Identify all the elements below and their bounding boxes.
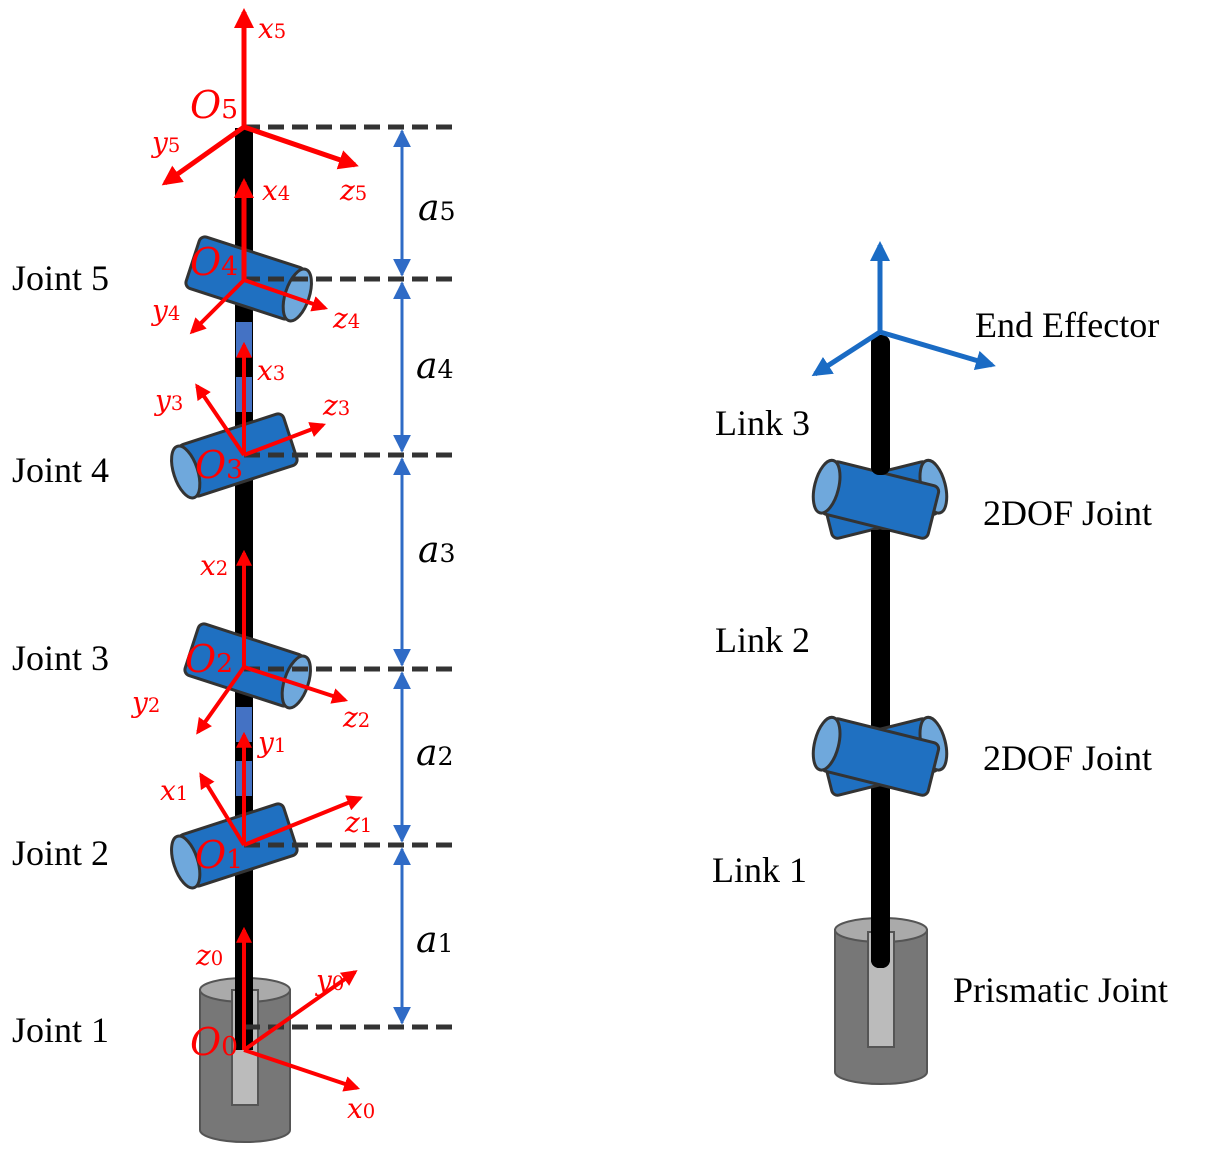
origin-label-o0: O0 — [190, 1020, 238, 1064]
link-2-label: Link 2 — [715, 620, 810, 660]
axis-label-x5: x5 — [258, 12, 286, 45]
axis-label-x3: x3 — [257, 354, 285, 387]
frame-axes — [161, 8, 363, 1092]
dimension-label-a2: a2 — [416, 733, 454, 774]
axis-label-z5: z5 — [339, 174, 367, 207]
origin-label-o4: O4 — [190, 240, 238, 284]
axis-label-z2: z2 — [342, 701, 370, 734]
link-3-label: Link 3 — [715, 403, 810, 443]
axis-label-x1: x1 — [160, 774, 188, 807]
dimension-label-a4: a4 — [416, 346, 454, 387]
link-1-label: Link 1 — [712, 850, 807, 890]
axis-label-y4: y4 — [150, 294, 180, 327]
origin-label-o3: O3 — [195, 443, 243, 487]
origin-label-o1: O1 — [195, 833, 243, 877]
origin-label-o2: O2 — [185, 637, 233, 681]
end-effector-frame — [811, 241, 996, 377]
axis-label-z3: z3 — [322, 389, 350, 422]
upper-2dof-joint-label: 2DOF Joint — [983, 493, 1152, 533]
prismatic-joint-cylinder — [834, 917, 928, 1085]
prismatic-joint-label: Prismatic Joint — [953, 970, 1168, 1010]
axis-label-y1: y1 — [256, 726, 286, 759]
end-effector-label: End Effector — [975, 305, 1159, 345]
axis-label-x0: x0 — [347, 1092, 375, 1125]
joint-label-1: Joint 1 — [12, 1010, 109, 1050]
dimension-label-a1: a1 — [416, 920, 454, 961]
axis-label-y2: y2 — [130, 686, 160, 719]
joint-label-4: Joint 4 — [12, 450, 109, 490]
origin-label-o5: O5 — [190, 83, 238, 127]
axis-label-z4: z4 — [332, 302, 360, 335]
upper-2dof-joint — [806, 456, 954, 545]
axis-label-z1: z1 — [344, 806, 372, 839]
axis-label-x4: x4 — [262, 174, 290, 207]
axis-label-x2: x2 — [200, 549, 228, 582]
axis-label-z0: z0 — [195, 939, 223, 972]
axis-label-y5: y5 — [150, 126, 180, 159]
joint-label-2: Joint 2 — [12, 833, 109, 873]
joint-label-3: Joint 3 — [12, 638, 109, 678]
joint-label-5: Joint 5 — [12, 258, 109, 298]
dimension-label-a3: a3 — [418, 530, 456, 571]
axis-label-y3: y3 — [153, 384, 183, 417]
dimension-label-a5: a5 — [418, 188, 456, 229]
lower-2dof-joint-label: 2DOF Joint — [983, 738, 1152, 778]
axis-label-y0: y0 — [314, 964, 344, 997]
